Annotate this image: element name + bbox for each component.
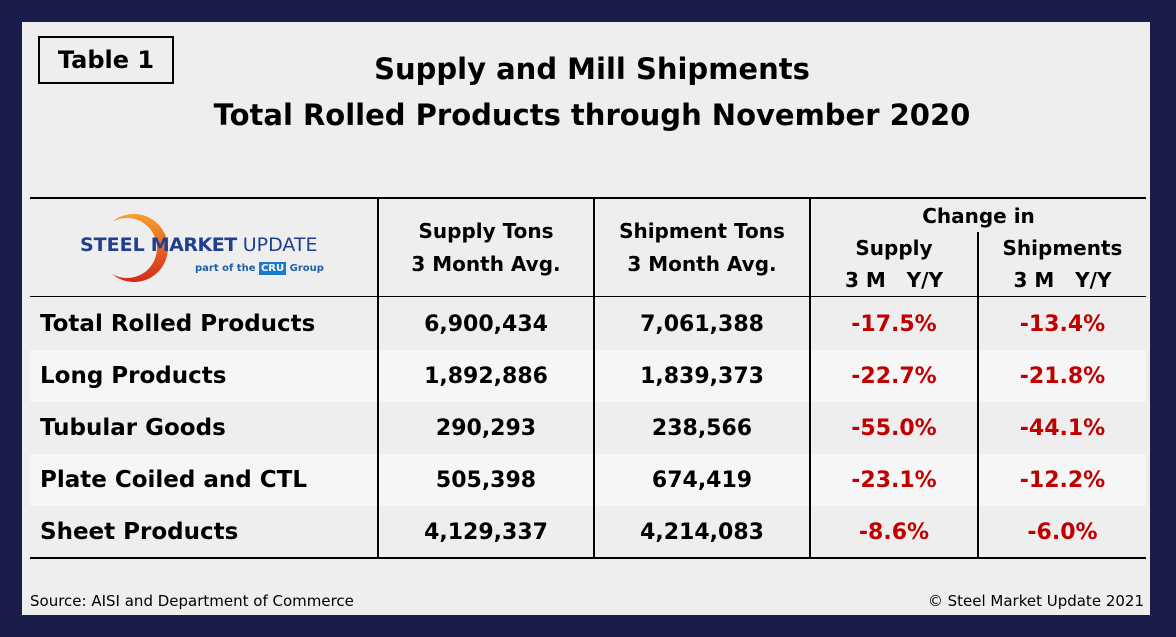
title-line-2: Total Rolled Products through November 2… <box>213 98 971 132</box>
cell-supply: 6,900,434 <box>424 311 548 337</box>
table-panel: Table 1 Supply and Mill Shipments Total … <box>22 22 1150 615</box>
header-supply: Supply Tons 3 Month Avg. <box>411 218 561 276</box>
divider <box>593 198 595 558</box>
cell-ship-change: -13.4% <box>1019 311 1106 337</box>
header-change-in: Change in <box>922 204 1035 228</box>
cell-supply-change: -23.1% <box>851 467 937 493</box>
table-label: Table 1 <box>38 36 174 84</box>
cell-supply-change: -55.0% <box>851 415 937 441</box>
divider <box>809 198 811 558</box>
logo-text: STEEL <box>80 234 145 256</box>
cell-label: Total Rolled Products <box>40 311 316 337</box>
cell-shipments: 674,419 <box>651 467 753 493</box>
divider <box>30 296 1146 297</box>
cell-supply-change: -8.6% <box>858 519 930 545</box>
cell-label: Sheet Products <box>40 519 239 545</box>
cell-label: Long Products <box>40 363 227 389</box>
logo: STEEL MARKET UPDATE part of the CRU Grou… <box>72 208 324 288</box>
header-change-supply: Supply 3 M Y/Y <box>845 236 943 292</box>
cell-label: Tubular Goods <box>40 415 226 441</box>
divider <box>30 557 1146 559</box>
cell-shipments: 7,061,388 <box>640 311 764 337</box>
logo-arc-icon <box>112 214 168 282</box>
cell-ship-change: -21.8% <box>1019 363 1106 389</box>
cell-supply: 4,129,337 <box>424 519 548 545</box>
row-bg <box>30 454 1146 506</box>
cell-supply: 505,398 <box>435 467 537 493</box>
title-line-1: Supply and Mill Shipments <box>374 52 810 86</box>
logo-tagline: Group <box>289 263 324 274</box>
divider <box>977 232 979 558</box>
cell-ship-change: -44.1% <box>1019 415 1106 441</box>
cell-supply: 290,293 <box>435 415 537 441</box>
cell-shipments: 1,839,373 <box>640 363 764 389</box>
logo-text: MARKET <box>150 234 237 256</box>
copyright: © Steel Market Update 2021 <box>927 592 1144 610</box>
cell-supply-change: -17.5% <box>851 311 937 337</box>
logo-text: UPDATE <box>242 234 318 256</box>
divider <box>30 197 1146 199</box>
source-note: Source: AISI and Department of Commerce <box>30 592 354 610</box>
cell-supply-change: -22.7% <box>851 363 937 389</box>
header-shipment: Shipment Tons 3 Month Avg. <box>619 218 785 276</box>
cell-ship-change: -6.0% <box>1027 519 1098 545</box>
header-change-shipments: Shipments 3 M Y/Y <box>1002 236 1123 292</box>
cell-shipments: 4,214,083 <box>640 519 764 545</box>
logo-tagline: part of the <box>195 263 256 274</box>
cell-ship-change: -12.2% <box>1019 467 1106 493</box>
divider <box>377 198 379 558</box>
cell-label: Plate Coiled and CTL <box>40 467 307 493</box>
cell-supply: 1,892,886 <box>424 363 548 389</box>
cru-badge: CRU <box>258 262 287 275</box>
row-bg <box>30 350 1146 402</box>
cell-shipments: 238,566 <box>651 415 753 441</box>
